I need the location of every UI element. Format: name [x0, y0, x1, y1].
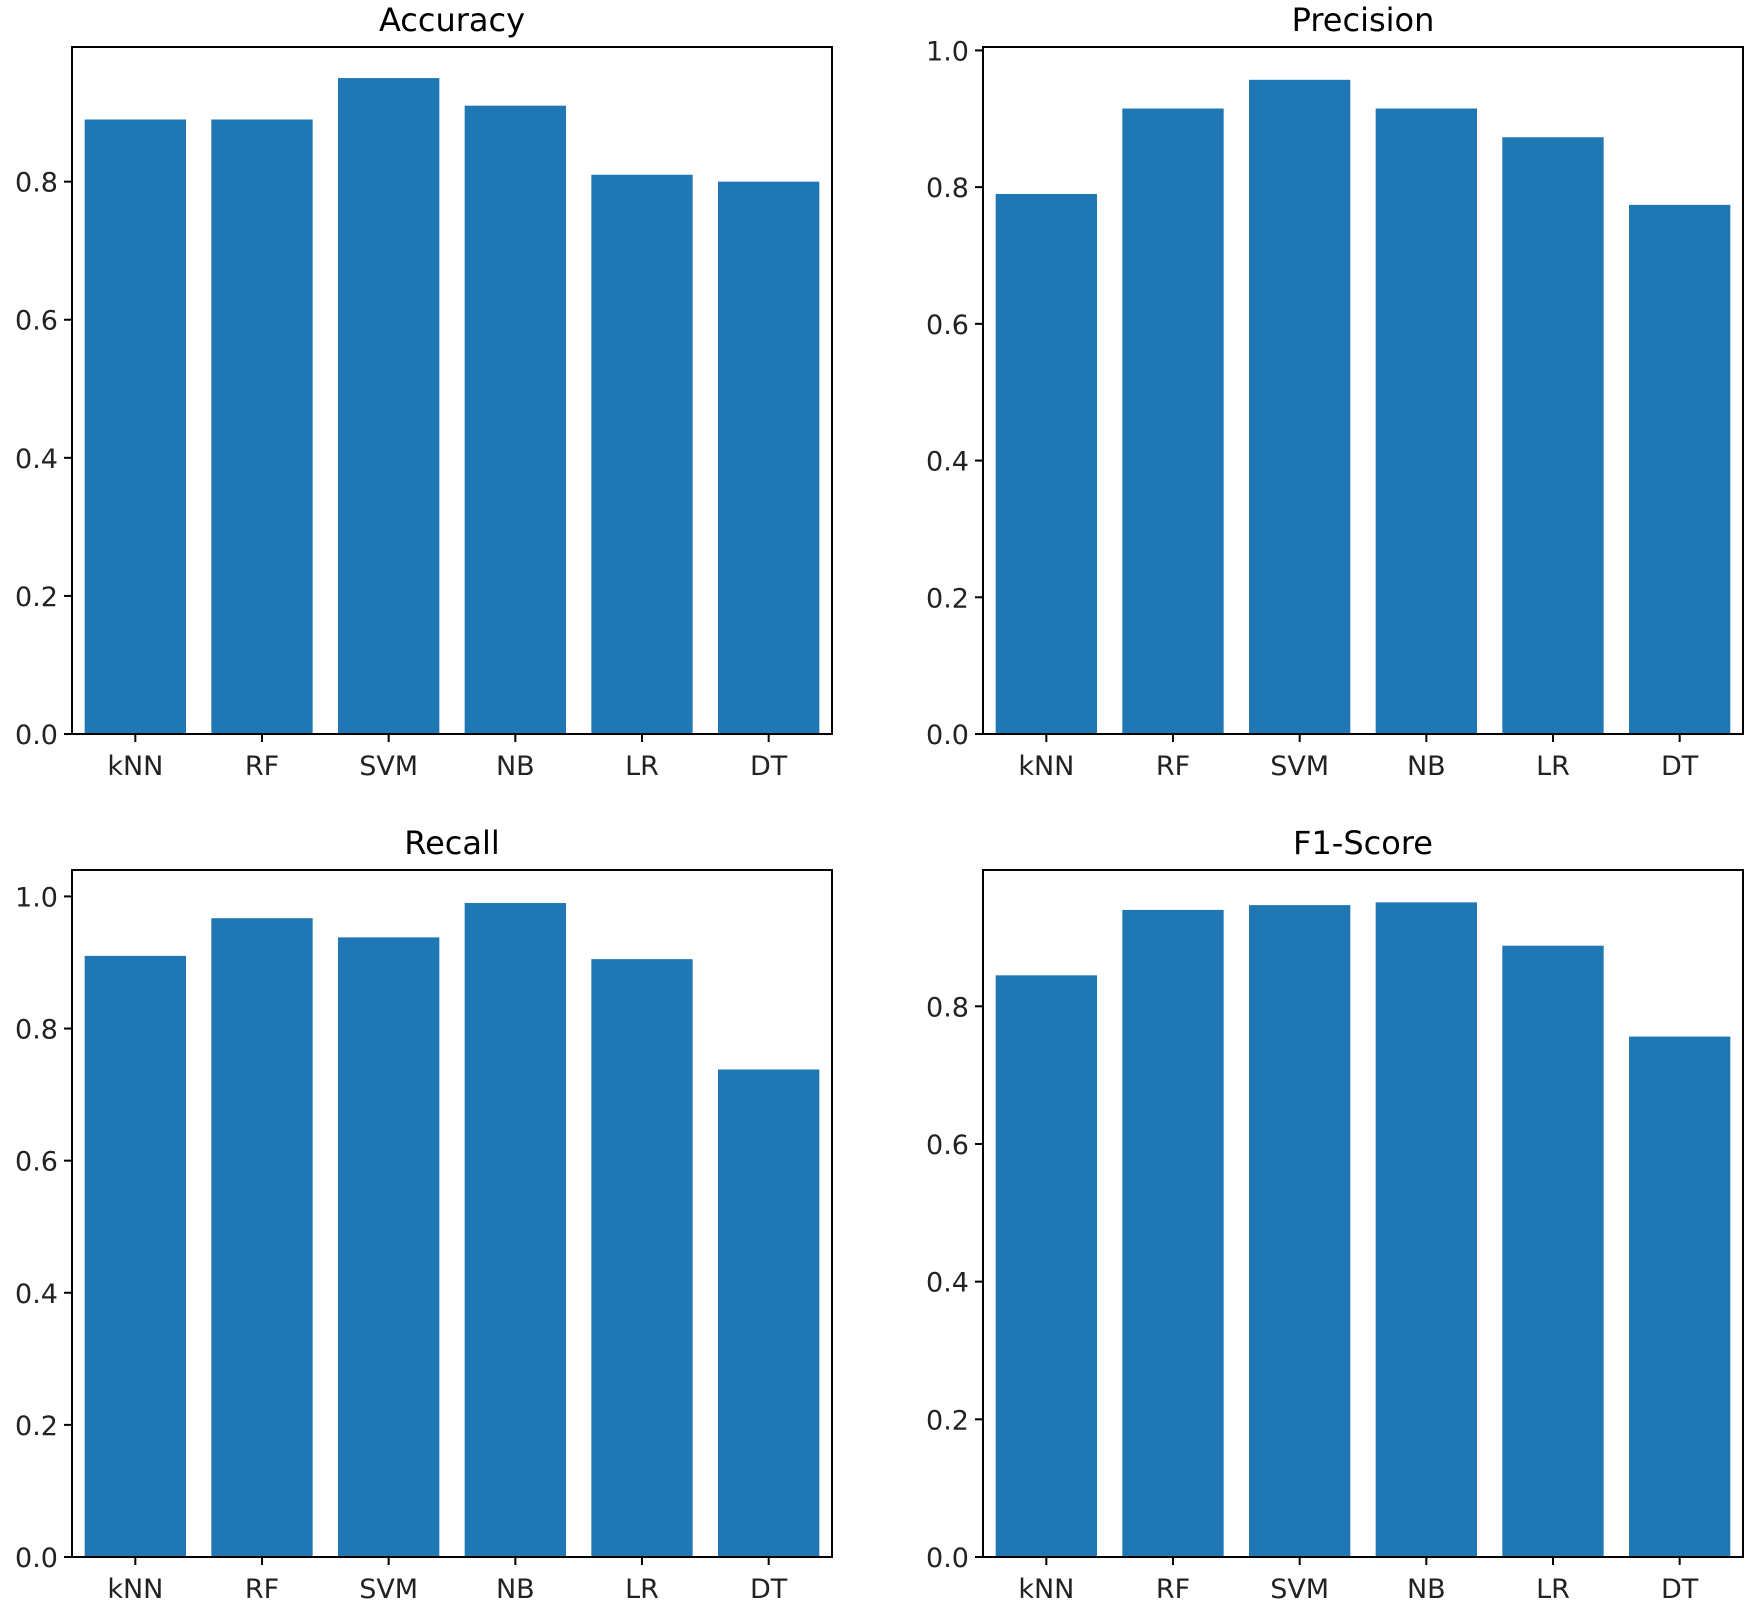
f1-score-xtick-label-nb: NB [1407, 1574, 1446, 1603]
precision-bar-lr [1502, 137, 1604, 735]
f1-score-ytick-label: 0.2 [926, 1405, 969, 1436]
precision-ytick-label: 0.4 [926, 447, 969, 478]
recall-xtick-label-rf: RF [245, 1574, 279, 1603]
precision-ytick-label: 0.0 [926, 720, 969, 751]
accuracy-bar-svm [338, 78, 440, 734]
f1-score-xtick-label-knn: kNN [1018, 1574, 1074, 1603]
recall-xtick-label-lr: LR [625, 1574, 659, 1603]
recall-ytick-label: 0.6 [15, 1147, 58, 1178]
accuracy-bar-rf [211, 119, 313, 734]
accuracy-ytick-label: 0.6 [15, 306, 58, 337]
recall-bar-knn [84, 955, 186, 1558]
f1-score-ytick-label: 0.4 [926, 1268, 969, 1299]
recall-bar-lr [591, 959, 693, 1557]
precision-bar-dt [1629, 204, 1731, 734]
f1-score-bar-rf [1122, 909, 1224, 1557]
recall-xtick-label-knn: kNN [107, 1574, 163, 1603]
f1-score-bar-lr [1502, 945, 1604, 1557]
recall-bar-rf [211, 918, 313, 1557]
f1-score-xtick-label-svm: SVM [1270, 1574, 1329, 1603]
f1-score-ytick-label: 0.6 [926, 1130, 969, 1161]
recall-chart-title: Recall [404, 824, 499, 862]
f1-score-bar-svm [1249, 905, 1351, 1557]
accuracy-xtick-label-knn: kNN [107, 751, 163, 782]
precision-axes-frame [982, 46, 1744, 735]
f1-score-xtick-label-rf: RF [1156, 1574, 1190, 1603]
f1-score-bar-dt [1629, 1036, 1731, 1557]
recall-bar-svm [338, 937, 440, 1557]
precision-ytick-label: 1.0 [926, 36, 969, 67]
accuracy-axes-frame [71, 46, 833, 735]
f1-score-xtick-label-dt: DT [1661, 1574, 1699, 1603]
recall-ytick-label: 1.0 [15, 882, 58, 913]
recall-xtick-label-dt: DT [750, 1574, 788, 1603]
precision-ytick-label: 0.8 [926, 173, 969, 204]
recall-chart: Recall 0.0 0.2 0.4 0.6 0.8 1.0 kNN RF SVM NB LR DT [15, 824, 833, 1603]
precision-bar-knn [995, 193, 1097, 735]
precision-bar-nb [1375, 108, 1477, 734]
recall-bar-nb [464, 903, 566, 1557]
accuracy-xtick-label-dt: DT [750, 751, 788, 782]
accuracy-xtick-label-svm: SVM [359, 751, 418, 782]
precision-ytick-label: 0.2 [926, 583, 969, 614]
recall-ytick-label: 0.4 [15, 1279, 58, 1310]
f1-score-chart-title: F1-Score [1293, 824, 1433, 862]
recall-bar-dt [718, 1069, 820, 1557]
recall-xtick-label-nb: NB [496, 1574, 535, 1603]
accuracy-xtick-label-nb: NB [496, 751, 535, 782]
accuracy-xtick-label-lr: LR [625, 751, 659, 782]
precision-xtick-label-nb: NB [1407, 751, 1446, 782]
f1-score-ytick-label: 0.8 [926, 992, 969, 1023]
f1-score-ytick-label: 0.0 [926, 1543, 969, 1574]
precision-xtick-label-lr: LR [1536, 751, 1570, 782]
precision-xtick-label-svm: SVM [1270, 751, 1329, 782]
f1-score-xtick-label-lr: LR [1536, 1574, 1570, 1603]
precision-chart: Precision 0.0 0.2 0.4 0.6 0.8 1.0 kNN RF SVM NB LR D… [926, 1, 1744, 782]
recall-ytick-label: 0.2 [15, 1411, 58, 1442]
accuracy-chart: Accuracy 0.0 0.2 0.4 0.6 0.8 kNN RF SVM NB LR DT [15, 1, 833, 782]
accuracy-bar-lr [591, 174, 693, 735]
accuracy-ytick-label: 0.0 [15, 720, 58, 751]
f1-score-axes-frame [982, 869, 1744, 1558]
accuracy-chart-title: Accuracy [379, 1, 525, 39]
precision-xtick-label-knn: kNN [1018, 751, 1074, 782]
recall-xtick-label-svm: SVM [359, 1574, 418, 1603]
accuracy-bar-knn [84, 119, 186, 734]
f1-score-bar-nb [1375, 902, 1477, 1557]
precision-xtick-label-rf: RF [1156, 751, 1190, 782]
f1-score-bar-knn [995, 975, 1097, 1557]
accuracy-ytick-label: 0.2 [15, 582, 58, 613]
recall-ytick-label: 0.0 [15, 1543, 58, 1574]
recall-axes-frame [71, 869, 833, 1558]
accuracy-xtick-label-rf: RF [245, 751, 279, 782]
precision-bar-rf [1122, 108, 1224, 734]
accuracy-bar-nb [464, 105, 566, 734]
accuracy-ytick-label: 0.8 [15, 168, 58, 199]
precision-bar-svm [1249, 79, 1351, 734]
accuracy-bar-dt [718, 181, 820, 734]
accuracy-ytick-label: 0.4 [15, 444, 58, 475]
f1-score-chart: F1-Score 0.0 0.2 0.4 0.6 0.8 kNN RF SVM NB LR DT [926, 824, 1744, 1603]
precision-ytick-label: 0.6 [926, 310, 969, 341]
precision-chart-title: Precision [1292, 1, 1435, 39]
recall-ytick-label: 0.8 [15, 1015, 58, 1046]
precision-xtick-label-dt: DT [1661, 751, 1699, 782]
